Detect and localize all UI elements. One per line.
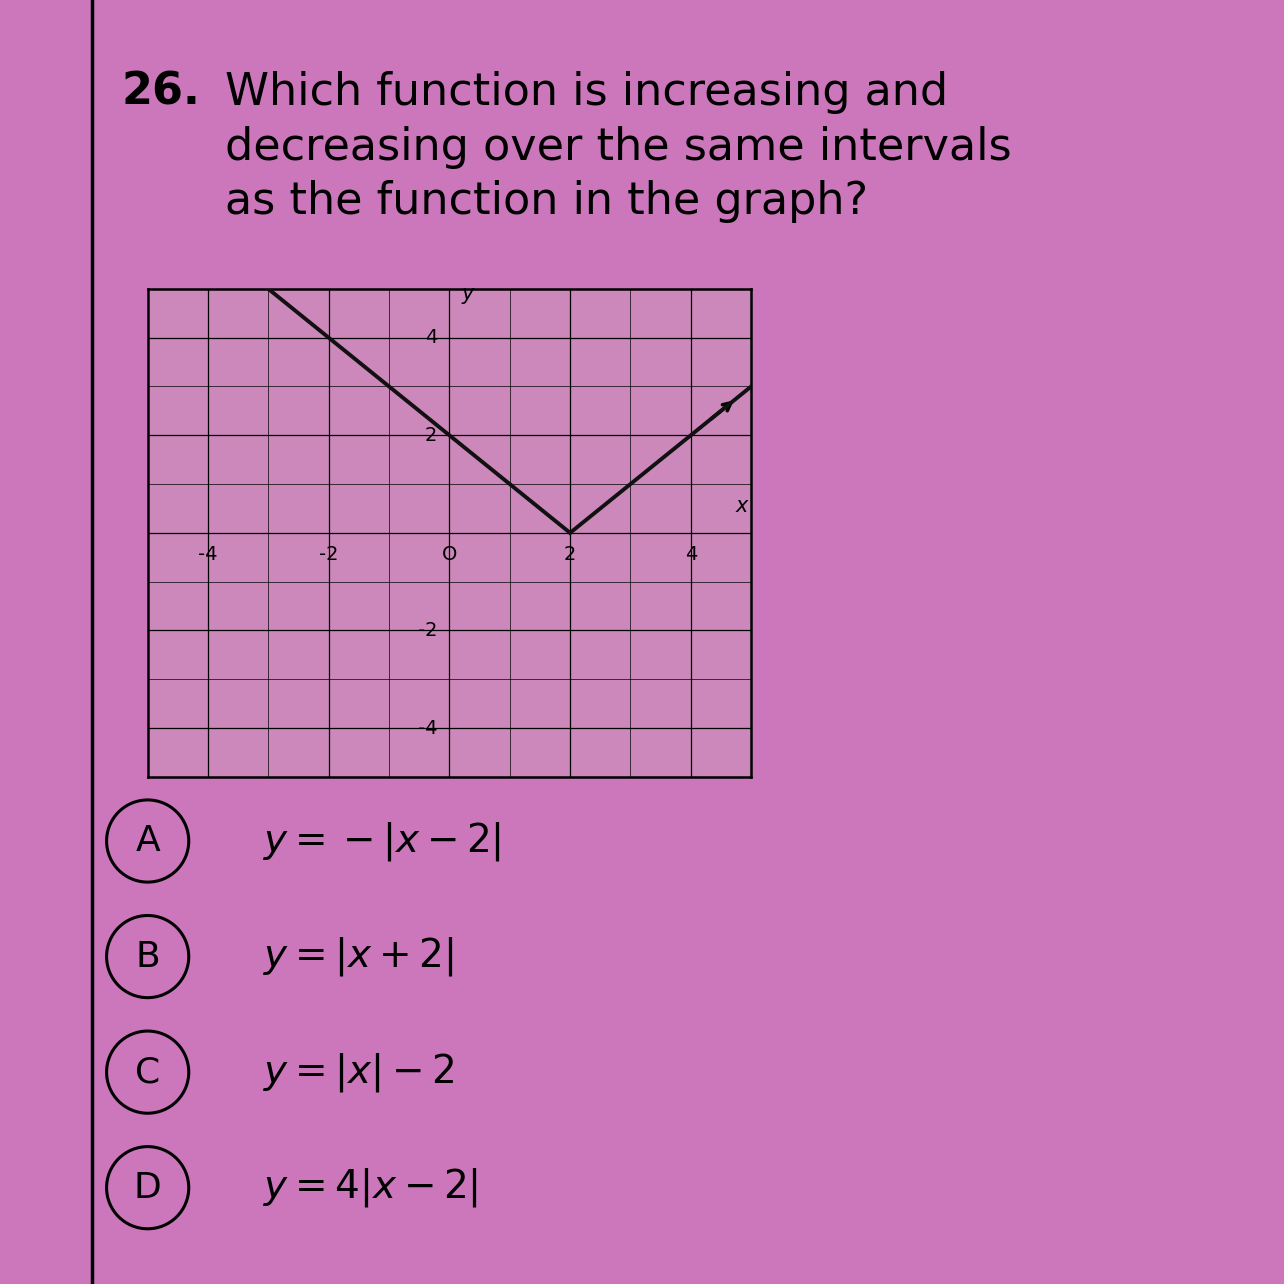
Text: 2: 2 [564, 544, 577, 564]
Text: $y = -|x - 2|$: $y = -|x - 2|$ [263, 819, 501, 863]
Text: $y = 4|x - 2|$: $y = 4|x - 2|$ [263, 1166, 479, 1210]
Text: $y = |x| - 2$: $y = |x| - 2$ [263, 1050, 455, 1094]
Text: 4: 4 [425, 329, 438, 347]
Text: -4: -4 [417, 719, 438, 737]
Text: Which function is increasing and
decreasing over the same intervals
as the funct: Which function is increasing and decreas… [225, 71, 1012, 223]
Text: B: B [135, 940, 160, 973]
Text: $y = |x + 2|$: $y = |x + 2|$ [263, 935, 453, 978]
Text: 2: 2 [425, 426, 438, 444]
Text: D: D [134, 1171, 162, 1204]
Text: 26.: 26. [122, 71, 200, 113]
Text: x: x [736, 496, 749, 516]
Text: C: C [135, 1055, 160, 1089]
Text: y: y [461, 284, 474, 304]
Text: A: A [135, 824, 160, 858]
Text: -2: -2 [318, 544, 339, 564]
Text: -2: -2 [417, 621, 438, 639]
Text: O: O [442, 544, 457, 564]
Text: -4: -4 [198, 544, 218, 564]
Text: 4: 4 [684, 544, 697, 564]
